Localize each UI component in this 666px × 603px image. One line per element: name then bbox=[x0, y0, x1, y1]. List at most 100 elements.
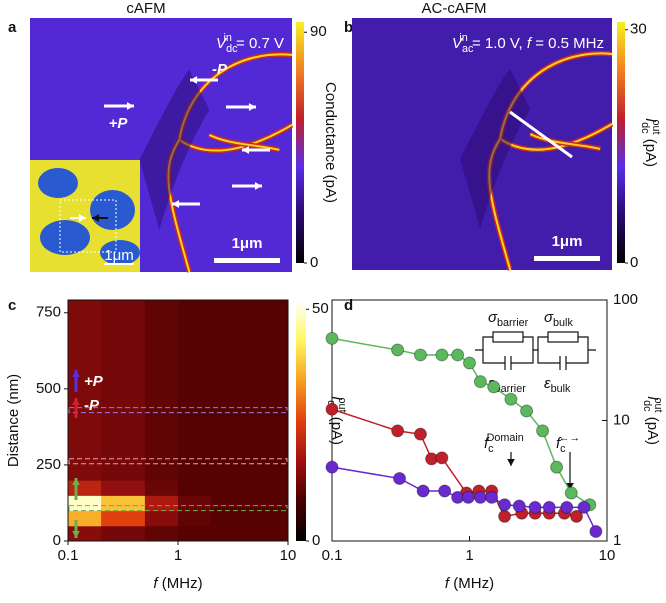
arrow-head bbox=[92, 214, 100, 222]
text-part: I bbox=[644, 396, 661, 400]
heatmap-cell bbox=[101, 300, 146, 314]
heatmap-cell bbox=[211, 449, 256, 466]
text-part: bulk bbox=[553, 317, 573, 329]
heatmap-cell bbox=[144, 404, 179, 420]
text-part: out bbox=[650, 120, 662, 135]
arrow-head bbox=[507, 458, 515, 466]
text-part: dc bbox=[226, 43, 238, 55]
heatmap-cell bbox=[144, 300, 179, 314]
heatmap-cell bbox=[211, 419, 256, 435]
text-part: = 0.5 MHz bbox=[531, 35, 604, 52]
heatmap-cell bbox=[178, 419, 212, 435]
y-axis-label: Idcout (pA) bbox=[641, 396, 664, 445]
arrow-head bbox=[248, 103, 256, 111]
heatmap-cell bbox=[144, 327, 179, 344]
colorbar-label: Conductance (pA) bbox=[322, 82, 339, 203]
circuit-label: εbulk bbox=[544, 375, 571, 395]
heatmap-cell bbox=[68, 358, 102, 375]
colorbar-tick-label: 30 bbox=[630, 21, 647, 38]
data-point bbox=[413, 348, 427, 362]
x-axis-label: f (MHz) bbox=[445, 575, 494, 592]
arrow-head bbox=[72, 530, 80, 538]
heatmap-cell bbox=[211, 510, 256, 527]
data-point bbox=[391, 424, 405, 438]
y-tick-label: 0 bbox=[53, 532, 61, 549]
circuit-label: fc←→ bbox=[556, 432, 580, 455]
heatmap-cell bbox=[68, 434, 102, 451]
arrow-head bbox=[72, 398, 80, 406]
data-point bbox=[473, 375, 487, 389]
x-tick-label: 10 bbox=[280, 547, 297, 564]
text-part: ε bbox=[544, 375, 551, 392]
heatmap-cell bbox=[68, 300, 102, 314]
heatmap-cell bbox=[254, 404, 289, 420]
text-part: Domain bbox=[487, 432, 524, 444]
colorbar-tick-label: 0 bbox=[310, 254, 318, 271]
data-point bbox=[498, 498, 512, 512]
data-point bbox=[435, 451, 449, 465]
heatmap-cell bbox=[211, 358, 256, 375]
colorbar bbox=[296, 300, 306, 541]
text-part: barrier bbox=[495, 383, 527, 395]
heatmap-cell bbox=[144, 434, 179, 451]
scalebar-label: 1μm bbox=[232, 235, 263, 252]
scalebar bbox=[214, 258, 280, 263]
heatmap-cell bbox=[178, 343, 212, 359]
text-part: = 1.0 V, bbox=[468, 35, 527, 52]
heatmap-cell bbox=[68, 464, 102, 481]
heatmap-cell bbox=[68, 449, 102, 466]
text-part: f bbox=[556, 435, 562, 452]
heatmap-cell bbox=[254, 343, 289, 359]
heatmap-cell bbox=[178, 358, 212, 375]
text-part: out bbox=[336, 398, 348, 413]
data-point bbox=[487, 380, 501, 394]
panel-letter: c bbox=[8, 297, 16, 314]
heatmap-cell bbox=[101, 449, 146, 466]
heatmap-cell bbox=[178, 525, 212, 542]
heatmap-cell bbox=[211, 327, 256, 344]
inset-scalebar-label: 1μm bbox=[104, 247, 133, 264]
heatmap-cell bbox=[211, 373, 256, 390]
data-point bbox=[528, 500, 542, 514]
y-tick-label: 1 bbox=[613, 532, 621, 549]
data-point bbox=[485, 490, 499, 504]
data-point bbox=[435, 348, 449, 362]
heatmap-cell bbox=[144, 464, 179, 481]
y-tick-label: 10 bbox=[613, 411, 630, 428]
text-part: f bbox=[484, 435, 490, 452]
text-part: σ bbox=[488, 309, 498, 326]
dark-region bbox=[139, 69, 210, 230]
data-point bbox=[512, 499, 526, 513]
x-tick-label: 10 bbox=[599, 547, 616, 564]
heatmap-cell bbox=[68, 312, 102, 329]
heatmap-cell bbox=[254, 327, 289, 344]
heatmap-cell bbox=[211, 300, 256, 314]
panel-letter: a bbox=[8, 19, 17, 36]
resistor bbox=[492, 331, 524, 343]
text-part: σ bbox=[544, 309, 554, 326]
heatmap-cell bbox=[178, 312, 212, 329]
data-point bbox=[325, 402, 339, 416]
inset-scalebar bbox=[104, 263, 134, 265]
domain-wall bbox=[529, 133, 601, 150]
data-point bbox=[391, 343, 405, 357]
y-tick-label: 100 bbox=[613, 291, 638, 308]
marker-line bbox=[68, 505, 288, 512]
text-part: V bbox=[452, 35, 464, 52]
heatmap-cell bbox=[178, 434, 212, 451]
heatmap-cell bbox=[254, 510, 289, 527]
arrow-head bbox=[190, 76, 198, 84]
data-point bbox=[542, 500, 556, 514]
colorbar-tick-label: 50 bbox=[312, 300, 329, 317]
circuit-label: fcDomain bbox=[484, 432, 524, 455]
y-tick-label: 250 bbox=[36, 456, 61, 473]
heatmap-cell bbox=[254, 434, 289, 451]
heatmap-cell bbox=[101, 495, 146, 512]
heatmap-cell bbox=[144, 358, 179, 375]
heatmap-cell bbox=[101, 388, 146, 405]
colorbar-tick-label: 90 bbox=[310, 23, 327, 40]
dark-region bbox=[460, 68, 531, 229]
data-point bbox=[589, 524, 603, 538]
heatmap-cell bbox=[144, 343, 179, 359]
x-tick-label: 0.1 bbox=[58, 547, 79, 564]
